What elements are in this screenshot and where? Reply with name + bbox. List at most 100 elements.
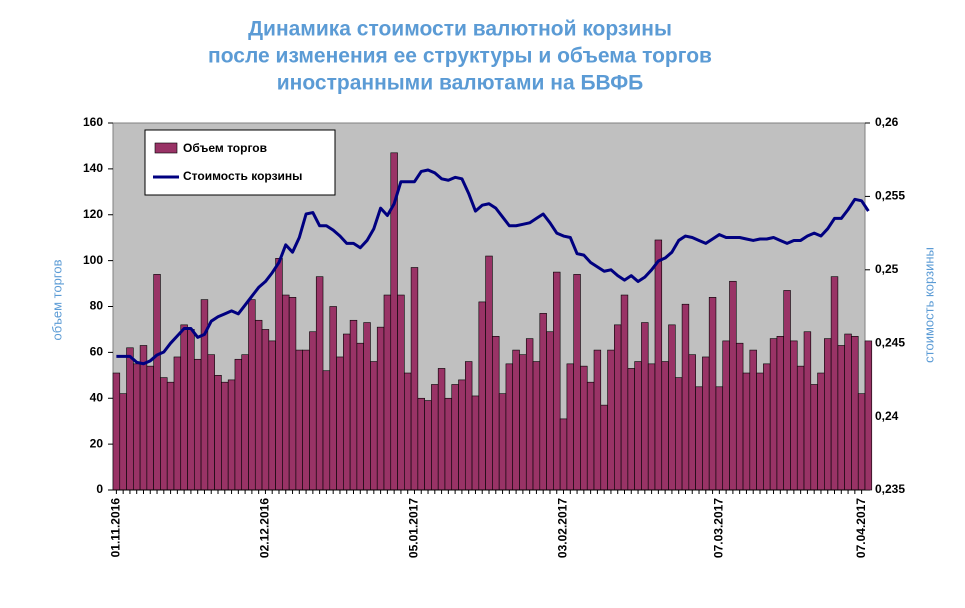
bar bbox=[783, 290, 791, 491]
y-tick-label: 120 bbox=[83, 207, 103, 221]
bar bbox=[593, 349, 602, 491]
bar bbox=[790, 340, 798, 491]
bar bbox=[356, 342, 364, 491]
bar bbox=[133, 363, 141, 491]
y2-tick-label: 0,25 bbox=[875, 262, 899, 276]
legend-label: Объем торгов bbox=[183, 141, 267, 155]
bar bbox=[586, 381, 595, 491]
bar bbox=[675, 377, 683, 491]
bar bbox=[336, 356, 344, 491]
bar bbox=[763, 363, 771, 491]
bar bbox=[864, 340, 873, 491]
y2-tick-label: 0,235 bbox=[875, 482, 905, 496]
bar bbox=[749, 349, 757, 491]
bar bbox=[485, 255, 493, 491]
bar bbox=[458, 379, 466, 491]
bar bbox=[505, 363, 514, 491]
bar bbox=[248, 299, 256, 491]
y-tick-label: 160 bbox=[83, 115, 103, 129]
y2-tick-label: 0,245 bbox=[875, 335, 905, 349]
bar bbox=[370, 361, 378, 491]
bar bbox=[464, 361, 473, 491]
bar bbox=[769, 338, 778, 491]
bar bbox=[492, 336, 500, 491]
legend-swatch bbox=[154, 142, 178, 154]
bar bbox=[627, 368, 635, 491]
bar bbox=[437, 368, 446, 491]
bar bbox=[668, 324, 676, 491]
bar bbox=[383, 294, 392, 491]
bar bbox=[444, 397, 453, 491]
bar bbox=[553, 271, 561, 491]
bar bbox=[431, 384, 439, 491]
bar bbox=[397, 294, 405, 491]
bar bbox=[275, 258, 283, 491]
bar bbox=[187, 329, 195, 491]
bar bbox=[417, 397, 425, 491]
y-tick-label: 40 bbox=[90, 390, 104, 404]
bar bbox=[241, 354, 249, 491]
bar bbox=[282, 294, 290, 491]
bar bbox=[498, 393, 507, 491]
bar bbox=[126, 347, 134, 491]
bar bbox=[146, 365, 154, 491]
bar bbox=[729, 280, 737, 491]
bar bbox=[695, 386, 703, 491]
bar bbox=[810, 384, 818, 491]
bar bbox=[315, 276, 324, 491]
y-tick-label: 20 bbox=[90, 436, 104, 450]
bar bbox=[634, 361, 642, 491]
bar bbox=[681, 303, 690, 491]
bar bbox=[756, 372, 764, 491]
bar bbox=[478, 301, 486, 491]
bar bbox=[620, 294, 629, 491]
bar bbox=[580, 365, 588, 491]
chart-title: после изменения ее структуры и объема то… bbox=[208, 45, 712, 68]
bar bbox=[803, 331, 812, 491]
bar bbox=[322, 370, 331, 491]
bar bbox=[661, 361, 669, 491]
bar bbox=[607, 349, 615, 491]
bar bbox=[261, 329, 270, 491]
x-tick-label: 07.03.2017 bbox=[712, 498, 726, 558]
bar bbox=[715, 386, 724, 491]
bar bbox=[451, 384, 459, 491]
bar bbox=[525, 338, 534, 491]
bar bbox=[410, 267, 419, 491]
bar bbox=[309, 331, 317, 491]
bar bbox=[614, 324, 622, 491]
x-tick-label: 01.11.2016 bbox=[109, 498, 123, 558]
bar bbox=[153, 274, 161, 491]
bar bbox=[837, 345, 845, 491]
bar bbox=[376, 326, 385, 491]
bar bbox=[735, 342, 744, 491]
y-tick-label: 80 bbox=[90, 299, 104, 313]
y-axis-label: объем торгов bbox=[49, 259, 64, 340]
bar bbox=[722, 340, 730, 491]
bar bbox=[647, 363, 656, 491]
bar bbox=[702, 356, 710, 491]
bar bbox=[363, 322, 371, 491]
bar bbox=[654, 239, 663, 491]
x-tick-label: 07.04.2017 bbox=[854, 498, 868, 558]
bar bbox=[234, 358, 243, 491]
bar bbox=[343, 333, 351, 491]
bar bbox=[742, 372, 751, 491]
bar bbox=[193, 358, 202, 491]
bar bbox=[295, 349, 303, 491]
bar bbox=[512, 349, 520, 491]
bar bbox=[857, 393, 866, 491]
bar bbox=[519, 354, 527, 491]
bar bbox=[539, 313, 547, 491]
bar bbox=[268, 340, 276, 491]
bar bbox=[708, 297, 717, 491]
x-tick-label: 05.01.2017 bbox=[407, 498, 421, 558]
bar bbox=[641, 322, 649, 491]
chart-title: Динамика стоимости валютной корзины bbox=[248, 18, 672, 41]
bar bbox=[424, 400, 432, 491]
bar bbox=[851, 336, 859, 491]
bar bbox=[254, 319, 263, 491]
bar bbox=[207, 354, 215, 491]
bar bbox=[796, 365, 805, 491]
